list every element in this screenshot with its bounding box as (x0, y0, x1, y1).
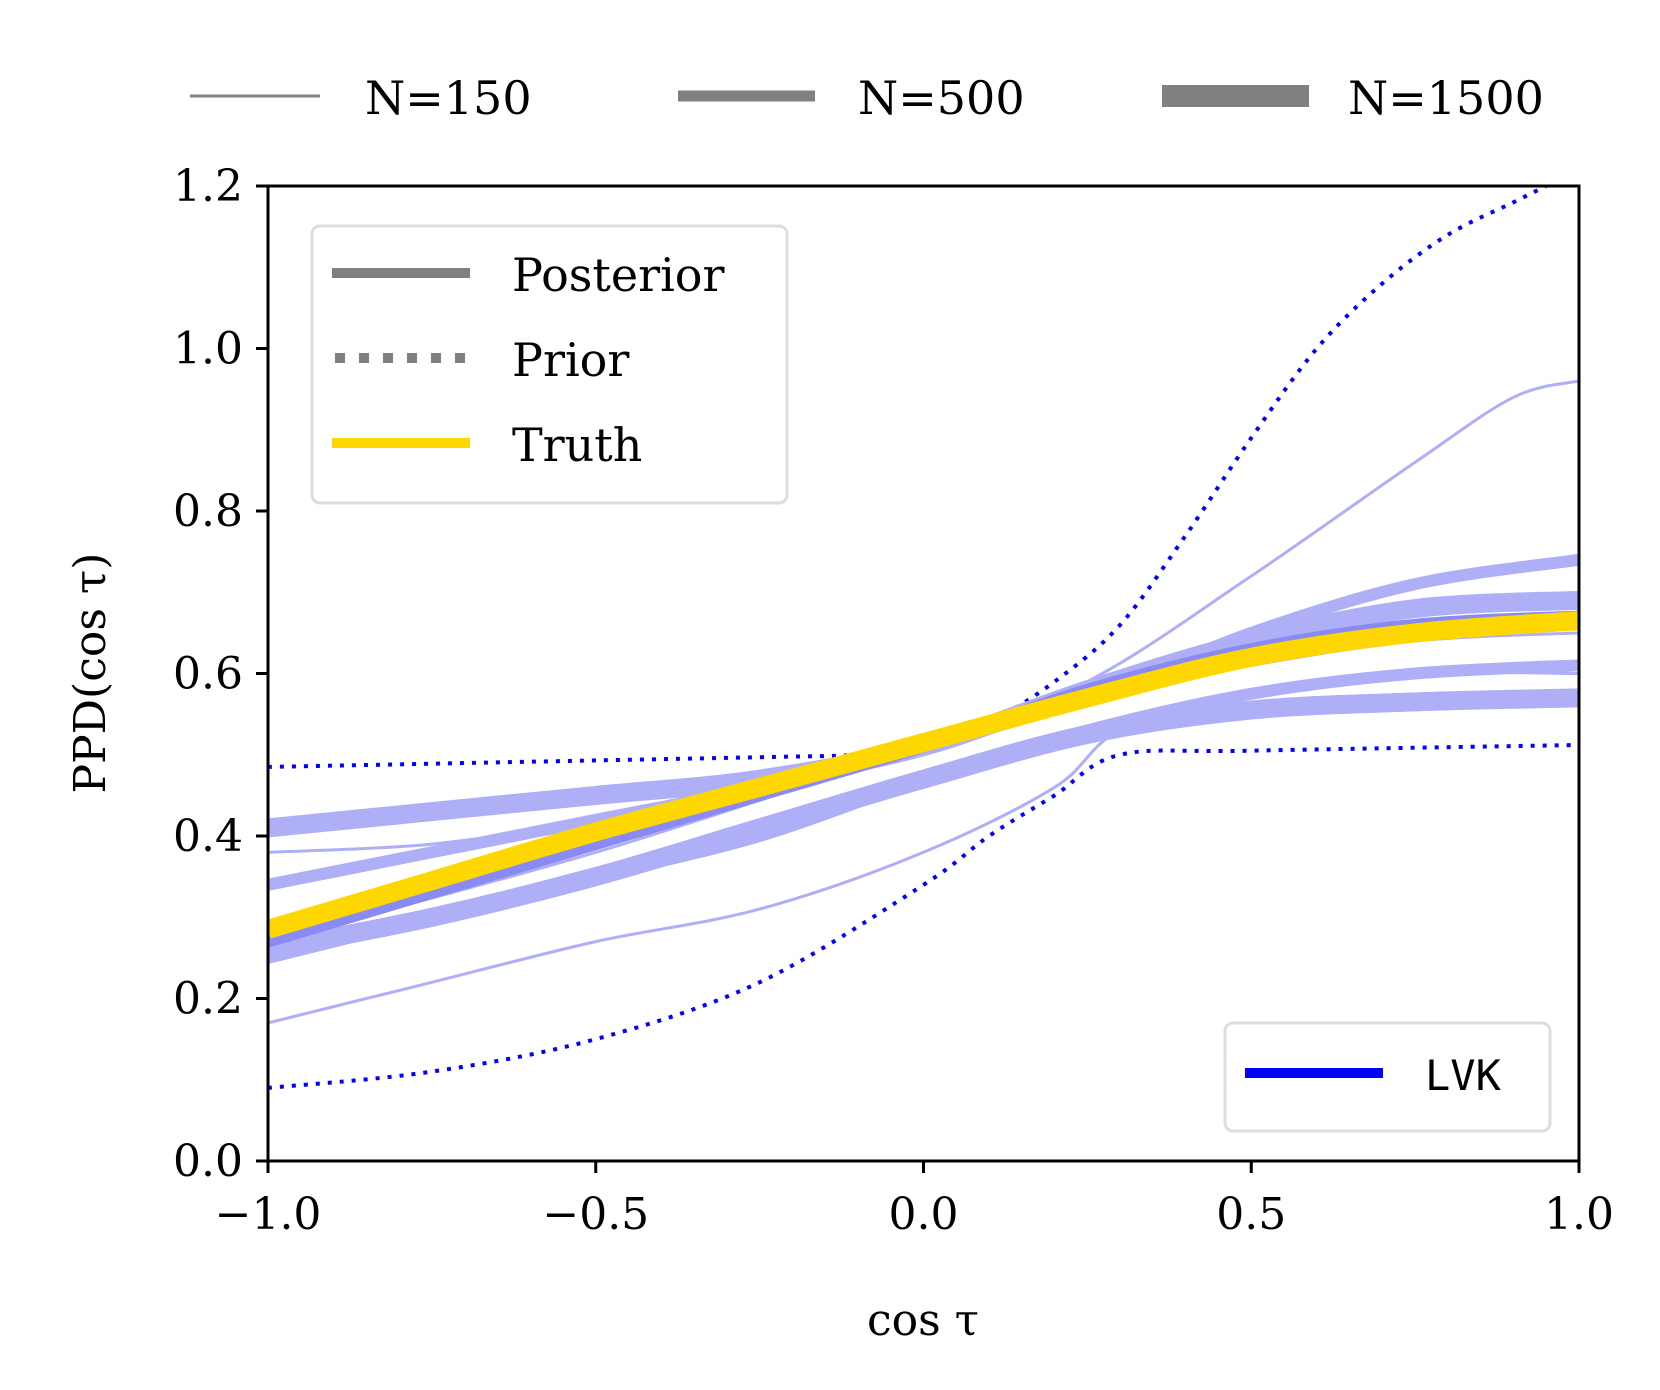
legend-label-n150: N=150 (365, 71, 532, 125)
model-legend: LVK (1223, 1021, 1552, 1133)
x-tick-label: −1.0 (215, 1189, 322, 1240)
x-axis-ticks: −1.0 −0.5 0.0 0.5 1.0 (215, 1161, 1614, 1240)
legend-label-posterior: Posterior (512, 248, 724, 302)
linewidth-legend: N=150 N=500 N=1500 (190, 71, 1544, 125)
y-tick-label: 1.0 (173, 324, 243, 375)
y-tick-label: 0.2 (173, 974, 243, 1025)
x-tick-label: 0.0 (889, 1189, 959, 1240)
legend-label-n1500: N=1500 (1348, 71, 1544, 125)
x-tick-label: −0.5 (542, 1189, 649, 1240)
y-tick-label: 0.8 (173, 486, 243, 537)
series-line-0 (268, 743, 1579, 1090)
y-tick-label: 0.4 (173, 811, 243, 862)
y-tick-label: 1.2 (173, 161, 243, 212)
model-legend-box (1223, 1021, 1552, 1133)
series-layer (268, 186, 1579, 1090)
style-legend-box (310, 224, 789, 505)
legend-label-prior: Prior (512, 333, 629, 387)
series-line-10 (268, 611, 1579, 939)
x-axis-title: cos τ (867, 1295, 979, 1346)
legend-label-n500: N=500 (858, 71, 1025, 125)
y-axis-ticks: 0.0 0.2 0.4 0.6 0.8 1.0 1.2 (173, 161, 268, 1187)
y-tick-label: 0.6 (173, 649, 243, 700)
y-tick-label: 0.0 (173, 1136, 243, 1187)
series-line-7 (268, 688, 1579, 960)
legend-label-lvk: LVK (1425, 1051, 1502, 1100)
y-axis-title: PPD(cos τ) (65, 553, 116, 794)
x-tick-label: 0.5 (1216, 1189, 1286, 1240)
style-legend: Posterior Prior Truth (310, 224, 789, 505)
series-line-1 (268, 186, 1548, 769)
legend-label-truth: Truth (512, 418, 642, 472)
x-tick-label: 1.0 (1544, 1189, 1614, 1240)
